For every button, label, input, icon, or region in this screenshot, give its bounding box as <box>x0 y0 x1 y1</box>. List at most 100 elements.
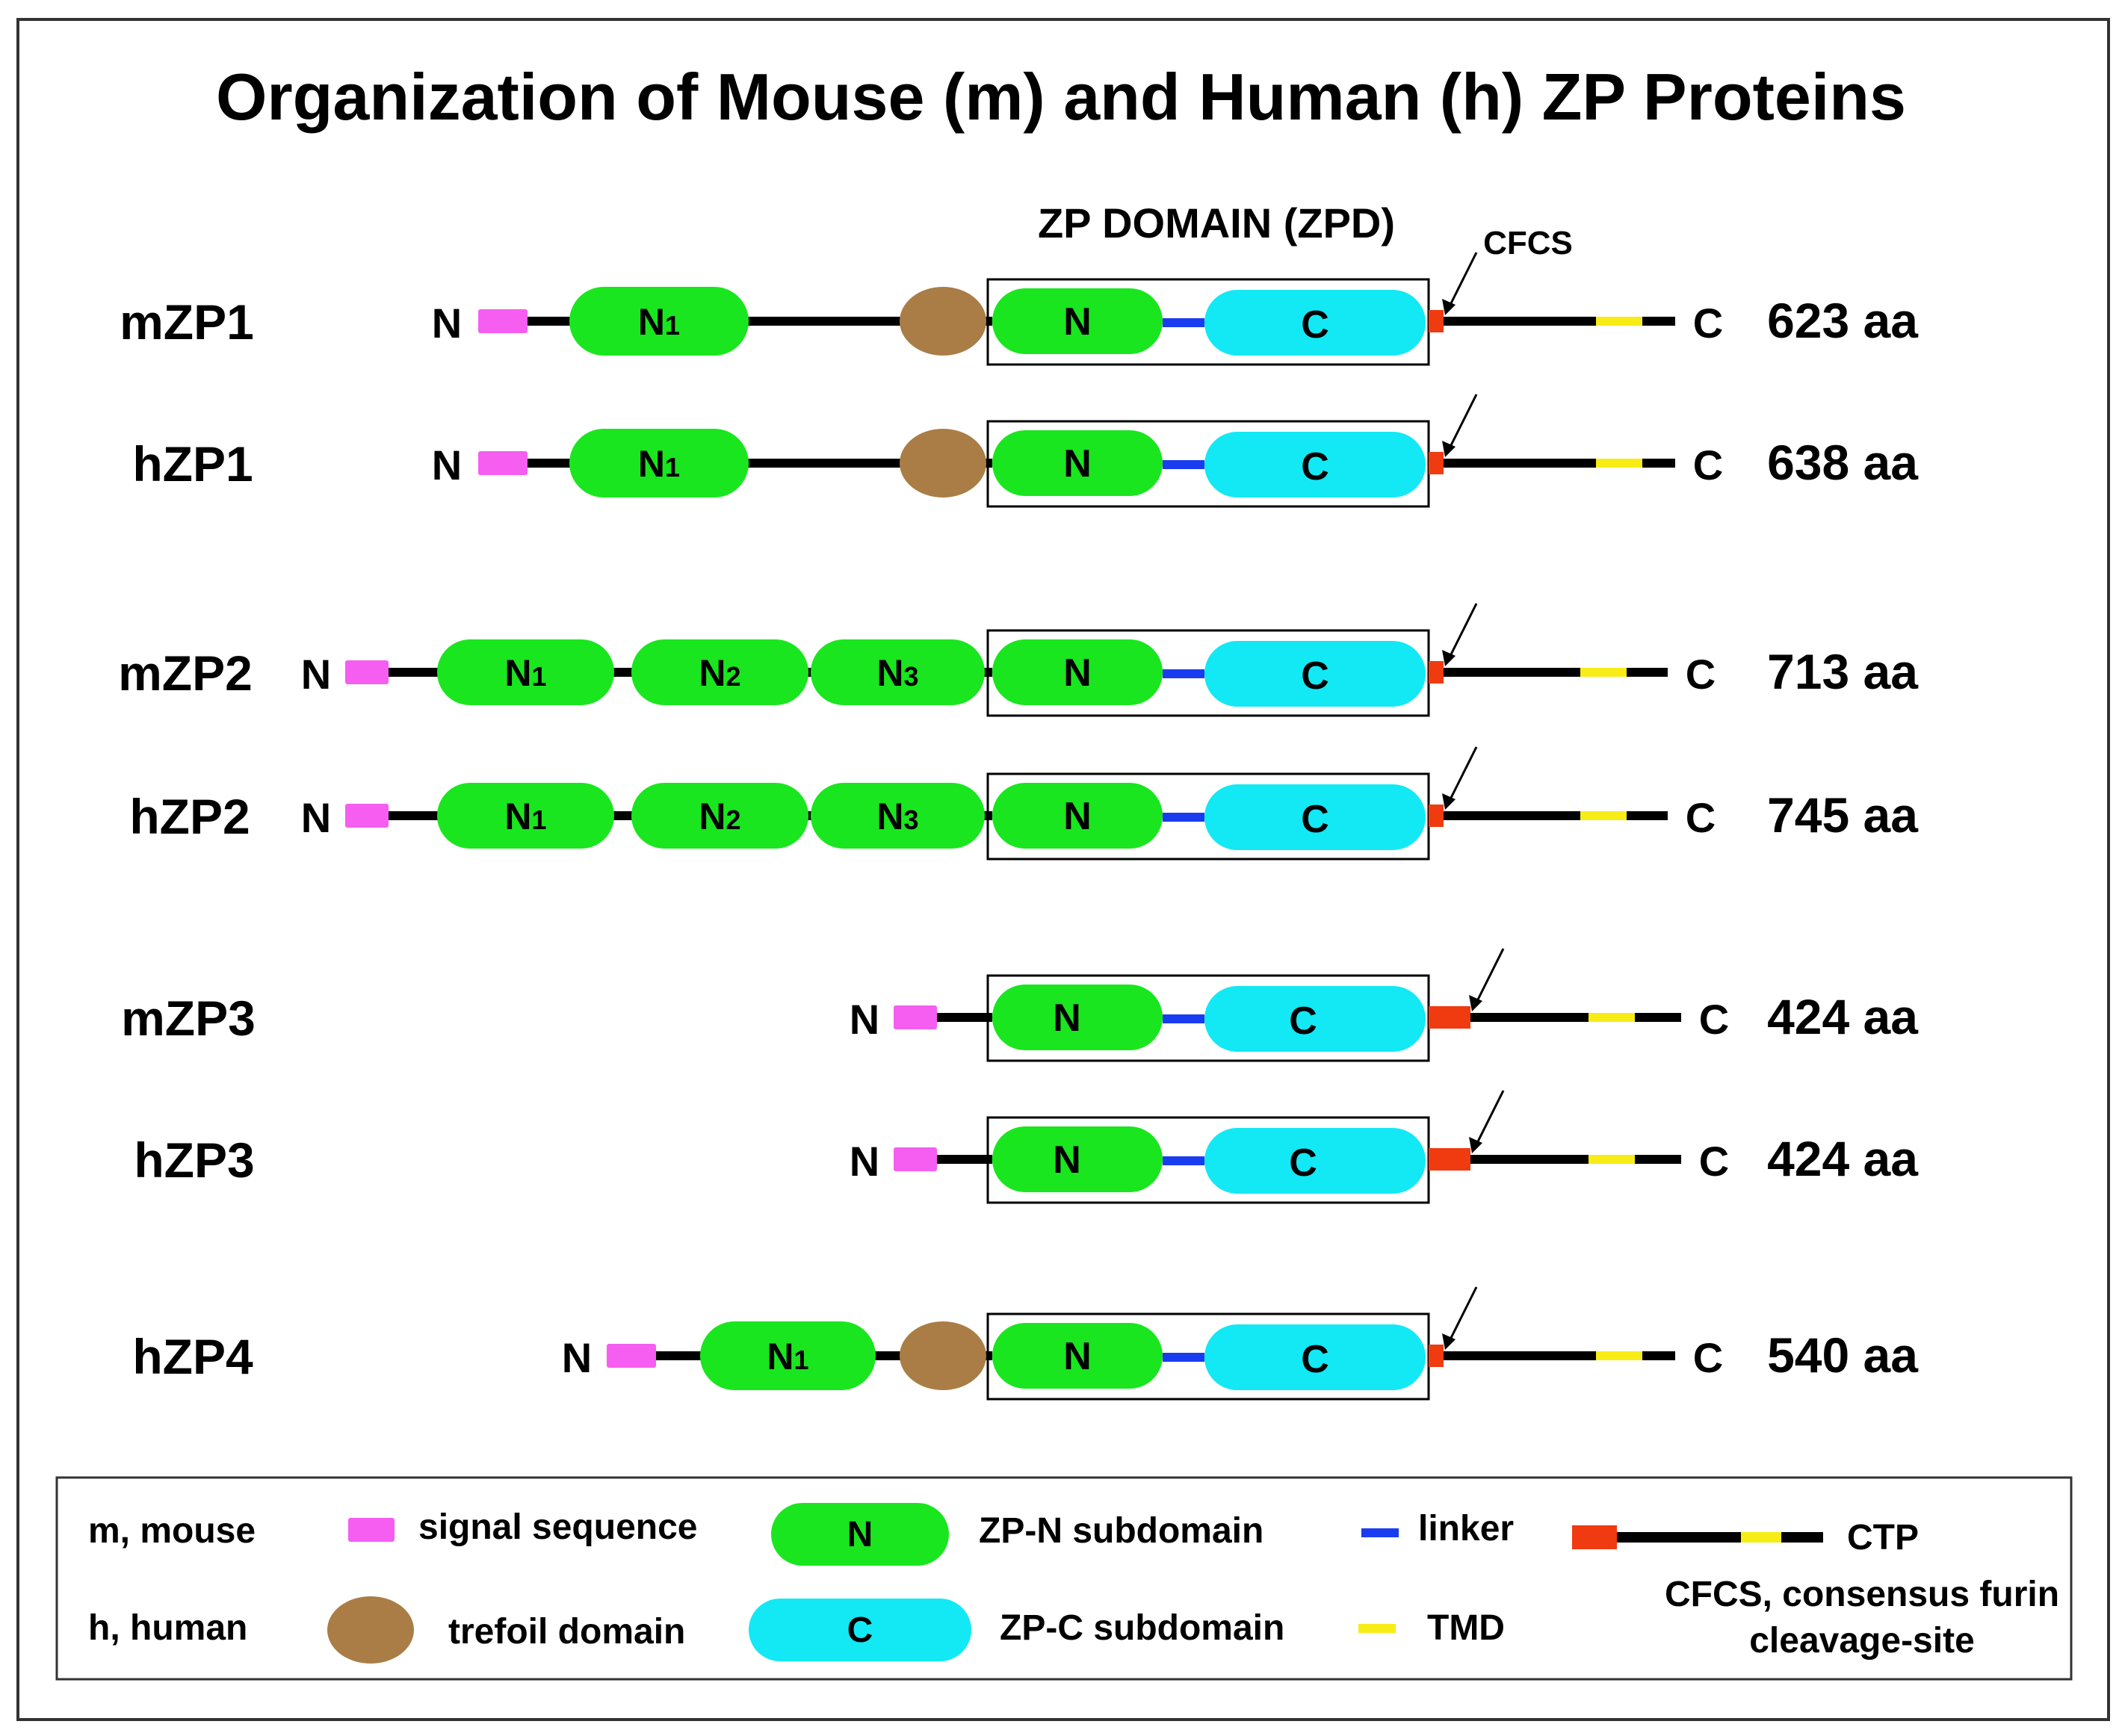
cfcs-site <box>1429 1006 1470 1029</box>
c-terminus: C <box>1686 794 1716 841</box>
legend-human: h, human <box>88 1608 247 1648</box>
zp-n-subdomain <box>992 1126 1163 1192</box>
protein-row-hzp1: hZP1 638 aa N N1 N C C <box>132 394 1919 508</box>
zp-c-label: C <box>1301 445 1329 489</box>
zp-c-label: C <box>1301 654 1329 698</box>
legend-trefoil-swatch <box>327 1596 414 1664</box>
zp-c-subdomain <box>1204 1128 1426 1194</box>
zp-c-subdomain <box>1204 1324 1426 1390</box>
cfcs-arrow <box>1473 948 1505 1006</box>
n-repeat-label: N3 <box>876 796 918 837</box>
protein-row-mzp1: mZP1 623 aa N N1 N C C <box>120 252 1919 366</box>
trefoil-domain <box>900 1321 986 1390</box>
protein-row-hzp3: hZP3 424 aa N N C C <box>134 1090 1919 1204</box>
figure-frame <box>16 18 2110 1721</box>
zp-n-subdomain <box>992 985 1163 1050</box>
zp-c-label: C <box>1301 303 1329 347</box>
legend-zpn-glyph: N <box>847 1515 873 1554</box>
c-terminus: C <box>1686 651 1716 698</box>
cfcs-arrow-head <box>1469 1137 1482 1153</box>
n-repeat-label: N1 <box>504 652 546 694</box>
n-terminus: N <box>850 996 879 1043</box>
zp-c-subdomain <box>1204 432 1426 497</box>
legend-zpc-glyph: C <box>847 1611 873 1650</box>
cfcs-site <box>1429 1148 1470 1171</box>
signal-sequence <box>894 1147 937 1171</box>
zp-n-subdomain <box>992 1323 1163 1389</box>
n-terminus: N <box>301 651 331 698</box>
cfcs-arrow-head <box>1442 299 1456 315</box>
cfcs-arrow <box>1447 603 1478 661</box>
n-repeat-domain <box>811 639 985 705</box>
figure-title: Organization of Mouse (m) and Human (h) … <box>216 60 1906 134</box>
zp-n-subdomain <box>992 288 1163 354</box>
protein-row-hzp4: hZP4 540 aa N N1 N C C <box>132 1286 1919 1401</box>
n-repeat-domain <box>700 1321 876 1390</box>
n-repeat-label: N1 <box>638 301 680 343</box>
protein-length: 424 aa <box>1767 1131 1919 1186</box>
cfcs-arrow <box>1447 394 1478 452</box>
cfcs-arrow <box>1447 746 1478 805</box>
zp-c-subdomain <box>1204 641 1426 707</box>
protein-row-mzp3: mZP3 424 aa N N C C <box>121 948 1919 1062</box>
legend-tmd: TMD <box>1427 1608 1505 1648</box>
legend-zpn: ZP-N subdomain <box>979 1511 1263 1551</box>
zp-n-subdomain <box>992 430 1163 496</box>
cfcs-arrow <box>1473 1090 1505 1148</box>
zp-c-subdomain <box>1204 986 1426 1052</box>
n-terminus: N <box>850 1138 879 1185</box>
n-repeat-domain <box>569 287 749 356</box>
cfcs-header: CFCS <box>1483 225 1573 261</box>
signal-sequence <box>478 309 528 333</box>
protein-name: hZP4 <box>132 1329 253 1384</box>
zp-n-label: N <box>1063 442 1092 486</box>
c-terminus: C <box>1693 1334 1723 1381</box>
protein-length: 424 aa <box>1767 989 1919 1044</box>
cfcs-arrow <box>1447 252 1478 310</box>
protein-name: hZP1 <box>132 436 253 492</box>
legend-linker: linker <box>1418 1509 1514 1549</box>
n-repeat-domain <box>437 639 614 705</box>
zp-c-subdomain <box>1204 784 1426 850</box>
protein-name: hZP2 <box>129 789 250 844</box>
zp-c-label: C <box>1301 798 1329 841</box>
cfcs-arrow-head <box>1442 793 1456 810</box>
c-terminus: C <box>1693 441 1723 489</box>
trefoil-domain <box>900 429 986 497</box>
cfcs-arrow-head <box>1442 1333 1456 1350</box>
protein-length: 713 aa <box>1767 644 1919 699</box>
legend-box <box>55 1476 2073 1681</box>
n-repeat-label: N1 <box>504 796 546 837</box>
n-terminus: N <box>432 441 462 489</box>
cfcs-arrow-head <box>1469 995 1482 1011</box>
cfcs-arrow-head <box>1442 441 1456 457</box>
zp-c-subdomain <box>1204 290 1426 356</box>
cfcs-site <box>1429 661 1444 683</box>
cfcs-site <box>1429 310 1444 332</box>
n-terminus: N <box>301 794 331 841</box>
signal-sequence <box>894 1005 937 1029</box>
trefoil-domain <box>900 287 986 356</box>
n-repeat-label: N1 <box>638 443 680 485</box>
n-repeat-domain <box>437 783 614 849</box>
legend-ctp: CTP <box>1847 1518 1919 1557</box>
signal-sequence <box>345 660 389 684</box>
zp-n-subdomain <box>992 783 1163 849</box>
n-terminus: N <box>562 1334 592 1381</box>
cfcs-arrow-head <box>1442 650 1456 666</box>
n-terminus: N <box>432 300 462 347</box>
cfcs-site <box>1429 1345 1444 1367</box>
zp-n-label: N <box>1053 1138 1081 1182</box>
n-repeat-domain <box>811 783 985 849</box>
protein-row-mzp2: mZP2 713 aa N N1 N2 N3 N C C <box>118 603 1919 717</box>
c-terminus: C <box>1699 996 1729 1043</box>
legend-cfcs-line1: CFCS, consensus furin <box>1665 1575 2059 1614</box>
legend-ctp-cfcs <box>1572 1525 1617 1549</box>
cfcs-arrow <box>1447 1286 1478 1345</box>
protein-name: mZP2 <box>118 645 253 701</box>
legend-signal-swatch <box>348 1518 395 1542</box>
protein-length: 638 aa <box>1767 435 1919 490</box>
c-terminus: C <box>1699 1138 1729 1185</box>
signal-sequence <box>345 804 389 828</box>
